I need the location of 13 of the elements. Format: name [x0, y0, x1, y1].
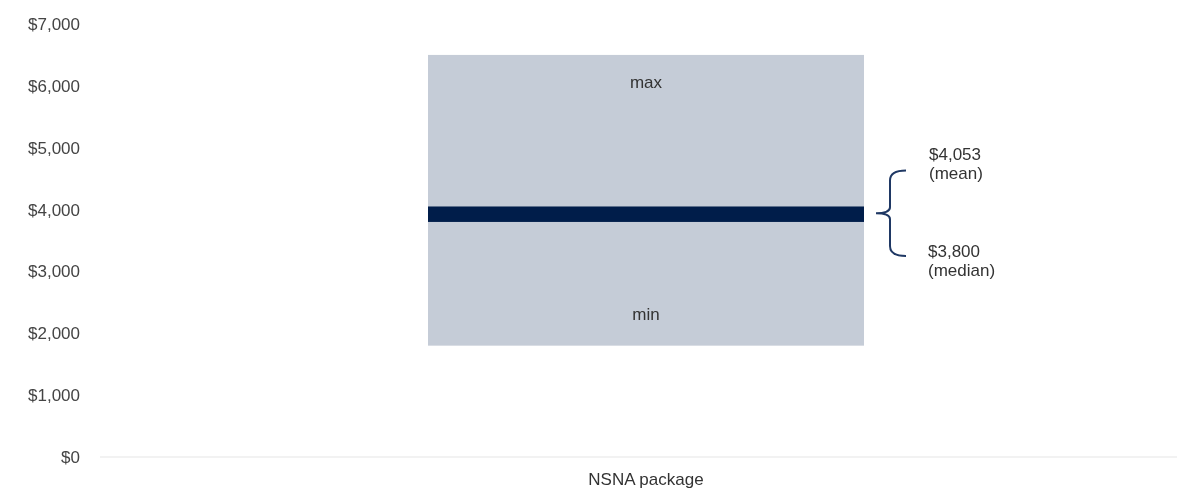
y-tick-label: $2,000 — [28, 324, 80, 344]
annotation: $3,800 (median) — [928, 241, 996, 280]
annotation: max — [629, 72, 663, 92]
y-tick-label: $5,000 — [28, 138, 80, 158]
y-tick-label: $1,000 — [28, 386, 80, 406]
y-tick-label: $6,000 — [28, 76, 80, 96]
y-tick-label: $0 — [61, 447, 80, 467]
annotation: min — [632, 304, 660, 324]
y-tick-label: $4,000 — [28, 200, 80, 220]
y-tick-label: $7,000 — [28, 14, 80, 34]
y-tick-label: $3,000 — [28, 262, 80, 282]
annotation: $4,053 (mean) — [929, 145, 983, 184]
x-tick-label: NSNA package — [588, 470, 704, 489]
